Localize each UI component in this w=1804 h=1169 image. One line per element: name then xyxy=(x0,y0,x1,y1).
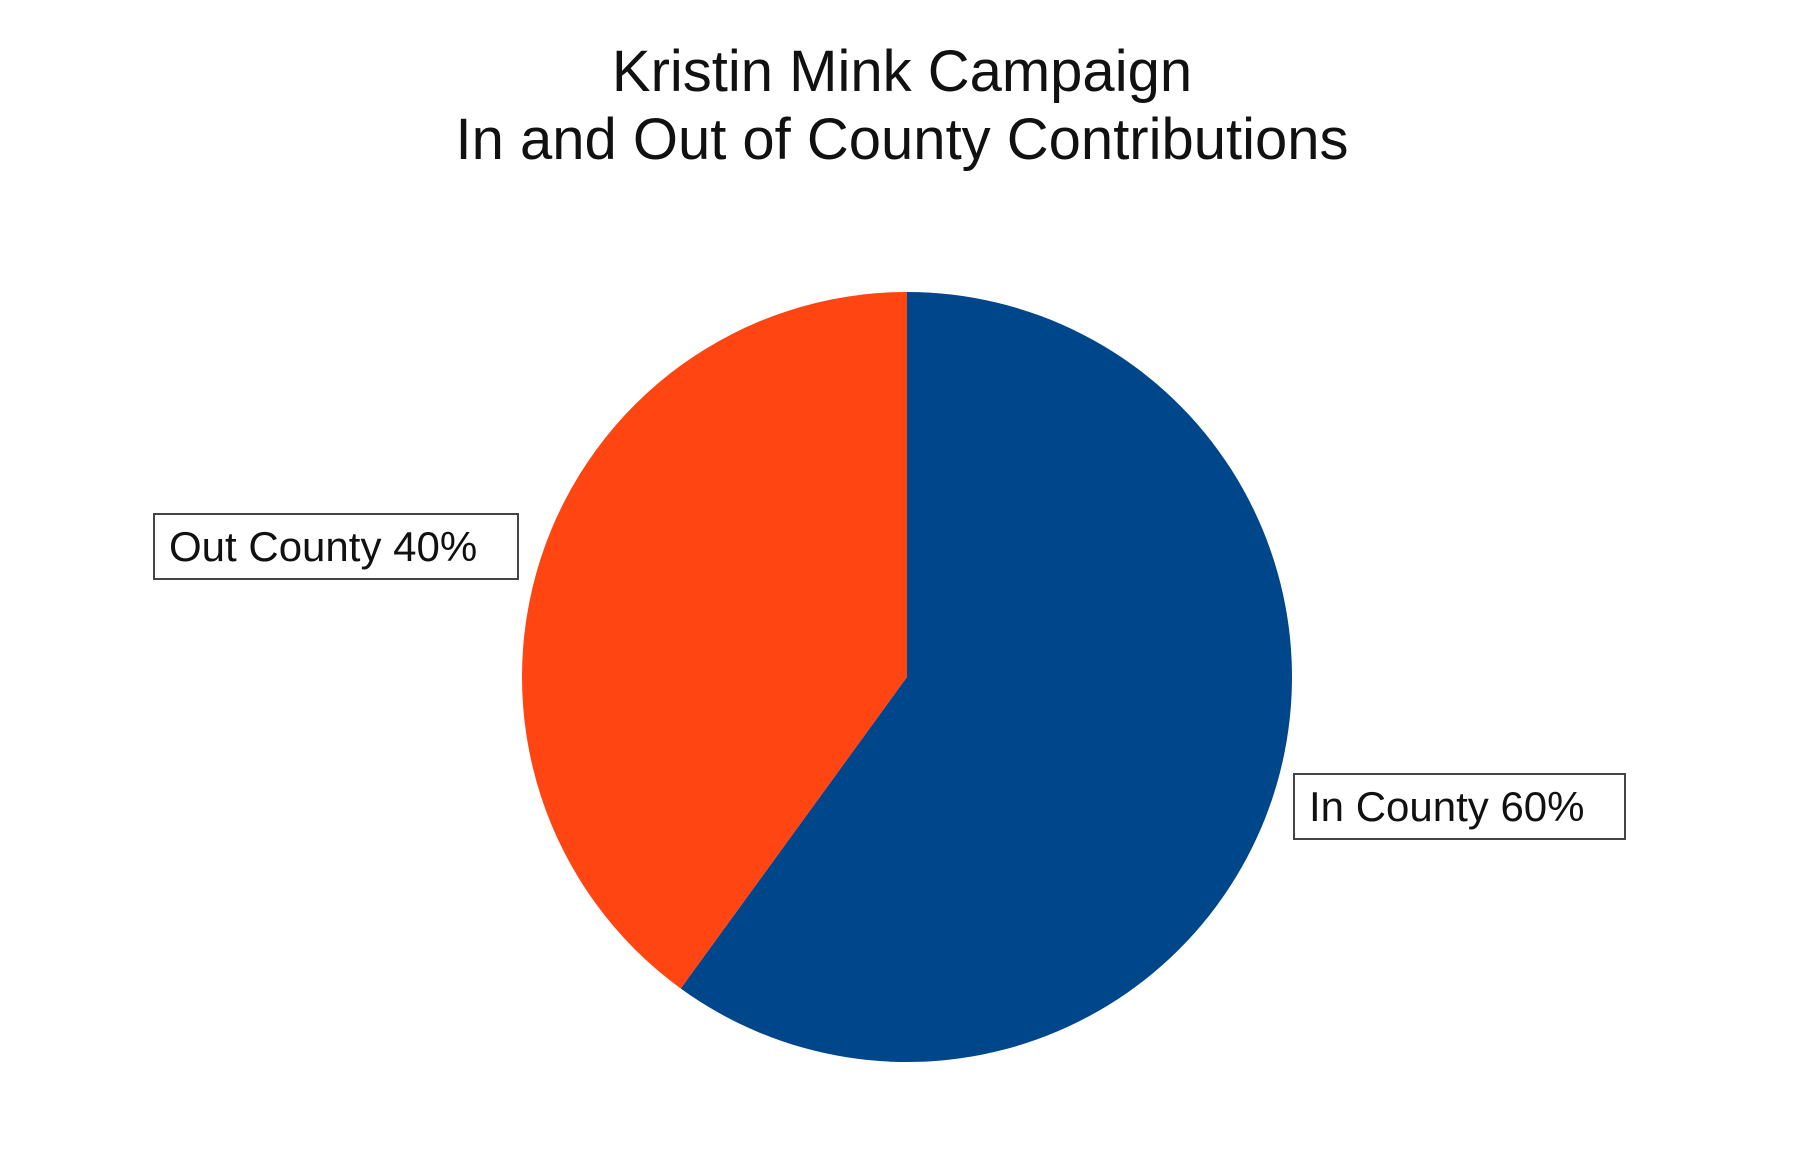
pie-slice-in-county xyxy=(680,292,1292,1062)
pie-slices xyxy=(521,292,1292,1062)
pie-slice-out-county xyxy=(521,292,907,989)
slice-label-in-county: In County 60% xyxy=(1293,773,1626,840)
chart-title: Kristin Mink Campaign In and Out of Coun… xyxy=(0,38,1804,174)
chart-title-line-2: In and Out of County Contributions xyxy=(455,107,1349,172)
chart-title-line-1: Kristin Mink Campaign xyxy=(611,39,1193,104)
slice-label-out-county: Out County 40% xyxy=(153,513,519,580)
